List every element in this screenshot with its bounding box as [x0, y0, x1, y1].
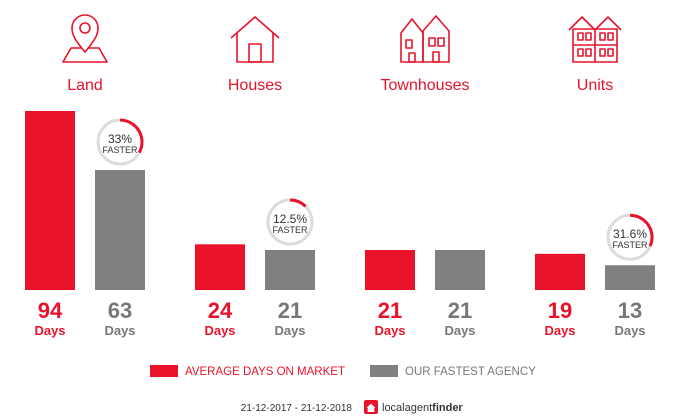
value-label-houses-fastest: 21	[278, 298, 302, 323]
faster-badge-arc	[289, 198, 307, 208]
legend-label-average: AVERAGE DAYS ON MARKET	[185, 366, 345, 378]
faster-badge-label: FASTER	[102, 145, 138, 155]
brand-bold: finder	[432, 402, 463, 414]
faster-badge-houses: 12.5%FASTER	[266, 198, 314, 246]
faster-badge-label: FASTER	[612, 240, 648, 250]
bars	[25, 111, 655, 290]
map-pin-icon	[62, 14, 108, 63]
category-label-land: Land	[67, 77, 103, 94]
legend-swatch-fastest	[370, 365, 398, 377]
unit-label-units-average: Days	[544, 323, 575, 338]
value-label-units-fastest: 13	[618, 298, 642, 323]
faster-badge-label: FASTER	[272, 225, 308, 235]
faster-badge-percent: 31.6%	[613, 227, 647, 241]
faster-badge-units: 31.6%FASTER	[606, 213, 654, 261]
unit-label-townhouses-average: Days	[374, 323, 405, 338]
townhouse-icon	[400, 15, 450, 63]
value-label-houses-average: 24	[208, 298, 233, 323]
unit-label-land-average: Days	[34, 323, 65, 338]
faster-badge-arc	[629, 213, 654, 247]
faster-badge-percent: 12.5%	[273, 212, 307, 226]
brand-light: localagent	[382, 402, 432, 414]
category-label-units: Units	[577, 77, 613, 94]
unit-label-townhouses-fastest: Days	[444, 323, 475, 338]
value-label-land-fastest: 63	[108, 298, 132, 323]
unit-label-houses-average: Days	[204, 323, 235, 338]
bar-townhouses-average	[365, 250, 415, 290]
value-label-townhouses-average: 21	[378, 298, 402, 323]
legend: AVERAGE DAYS ON MARKET OUR FASTEST AGENC…	[150, 365, 536, 378]
bar-houses-fastest	[265, 250, 315, 290]
value-label-units-average: 19	[548, 298, 572, 323]
bar-units-average	[535, 253, 585, 290]
category-icons	[62, 14, 622, 63]
footer: 21-12-2017 - 21-12-2018 localagentfinder	[241, 400, 463, 414]
category-labels: Land Houses Townhouses Units	[67, 77, 613, 94]
home-logo-icon	[364, 400, 378, 414]
bar-land-fastest	[95, 170, 145, 290]
bar-units-fastest	[605, 265, 655, 290]
house-icon	[230, 16, 280, 63]
faster-badge-arc	[119, 118, 144, 154]
bar-townhouses-fastest	[435, 250, 485, 290]
brand-logo-text: localagentfinder	[382, 402, 463, 414]
category-label-townhouses: Townhouses	[381, 77, 470, 94]
value-label-townhouses-fastest: 21	[448, 298, 472, 323]
faster-badge-land: 33%FASTER	[96, 118, 144, 166]
legend-swatch-average	[150, 365, 178, 377]
date-range: 21-12-2017 - 21-12-2018	[241, 403, 353, 414]
faster-badge-percent: 33%	[108, 132, 132, 146]
category-label-houses: Houses	[228, 77, 282, 94]
value-labels: 94Days63Days24Days21Days21Days21Days19Da…	[34, 298, 645, 338]
bar-houses-average	[195, 244, 245, 290]
value-label-land-average: 94	[38, 298, 63, 323]
unit-label-land-fastest: Days	[104, 323, 135, 338]
bar-land-average	[25, 111, 75, 290]
legend-label-fastest: OUR FASTEST AGENCY	[405, 366, 536, 378]
units-icon	[568, 16, 622, 63]
unit-label-units-fastest: Days	[614, 323, 645, 338]
unit-label-houses-fastest: Days	[274, 323, 305, 338]
